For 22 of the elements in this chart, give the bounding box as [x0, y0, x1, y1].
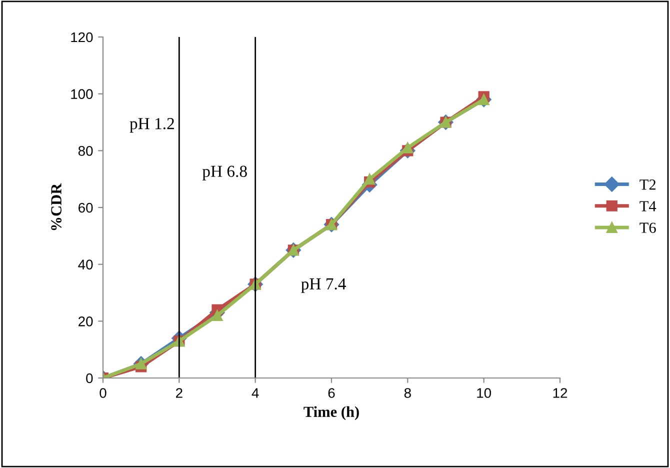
- x-tick-label: 8: [404, 388, 411, 398]
- x-axis-title: Time (h): [304, 406, 359, 420]
- y-tick-label: 60: [78, 202, 93, 213]
- legend-label: T6: [640, 222, 656, 233]
- y-tick-label: 80: [78, 146, 93, 156]
- y-tick-label: 40: [78, 260, 93, 270]
- annotation: pH 6.8: [202, 166, 247, 180]
- x-tick-label: 10: [477, 388, 492, 398]
- y-tick-label: 100: [71, 89, 93, 100]
- annotation: pH 7.4: [301, 278, 346, 293]
- y-axis-title: %CDR: [51, 183, 62, 230]
- y-tick-label: 20: [78, 316, 93, 326]
- x-tick-label: 0: [100, 388, 106, 398]
- y-tick-label: 0: [86, 373, 93, 384]
- legend-label: T4: [640, 201, 656, 212]
- x-tick-label: 12: [553, 388, 568, 398]
- x-tick-label: 4: [252, 388, 259, 398]
- x-tick-label: 2: [176, 388, 182, 398]
- y-tick-label: 120: [71, 32, 93, 42]
- x-tick-label: 6: [328, 388, 335, 398]
- legend-label: T2: [640, 180, 656, 190]
- annotation: pH 1.2: [130, 118, 174, 133]
